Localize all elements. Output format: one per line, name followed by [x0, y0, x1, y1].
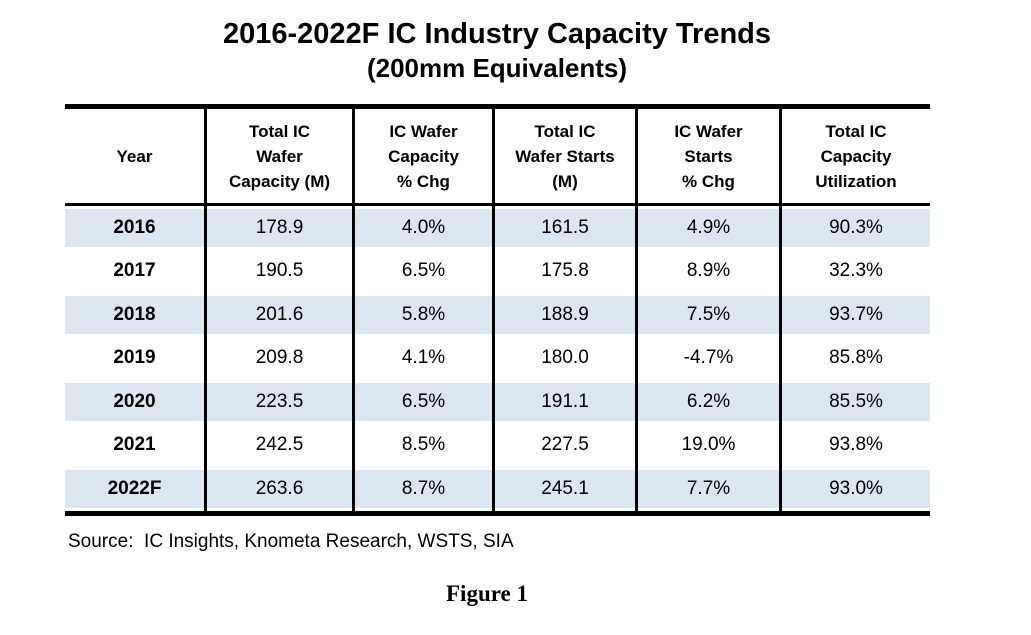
column-header-capacity-pct-chg: IC Wafer Capacity % Chg [355, 109, 495, 203]
cell-wafer-starts: 175.8 [495, 249, 638, 293]
chart-title: 2016-2022F IC Industry Capacity Trends (… [0, 16, 994, 85]
cell-capacity-pct-chg: 6.5% [355, 249, 495, 293]
cell-capacity-utilization: 90.3% [782, 206, 930, 250]
cell-year: 2017 [65, 249, 207, 293]
cell-wafer-capacity: 263.6 [207, 467, 355, 511]
cell-capacity-utilization: 93.8% [829, 434, 883, 456]
table-row: 2017 190.5 6.5% 175.8 8.9% 32.3% [65, 249, 930, 293]
cell-wafer-starts: 245.1 [495, 467, 638, 511]
cell-year: 2018 [65, 293, 207, 337]
table-row: 2019 209.8 4.1% 180.0 -4.7% 85.8% [65, 336, 930, 380]
cell-capacity-pct-chg: 6.5% [355, 380, 495, 424]
column-header-wafer-starts: Total IC Wafer Starts (M) [495, 109, 638, 203]
cell-wafer-capacity: 223.5 [207, 380, 355, 424]
table-header-row: Year Total IC Wafer Capacity (M) IC Wafe… [65, 109, 930, 206]
column-header-year: Year [65, 109, 207, 203]
cell-wafer-starts: 191.1 [495, 380, 638, 424]
source-note: Source: IC Insights, Knometa Research, W… [68, 531, 514, 552]
cell-starts-pct-chg: 6.2% [638, 380, 782, 424]
cell-capacity-pct-chg: 4.0% [355, 206, 495, 250]
cell-wafer-starts: 180.0 [495, 336, 638, 380]
cell-year: 2022F [65, 467, 207, 511]
cell-starts-pct-chg: 4.9% [638, 206, 782, 250]
cell-wafer-starts: 188.9 [495, 293, 638, 337]
cell-capacity-pct-chg: 5.8% [355, 293, 495, 337]
cell-year: 2019 [65, 336, 207, 380]
cell-capacity-utilization: 93.7% [782, 293, 930, 337]
table-row: 2018 201.6 5.8% 188.9 7.5% 93.7% [65, 293, 930, 337]
table-row: 2020 223.5 6.5% 191.1 6.2% 85.5% [65, 380, 930, 424]
cell-starts-pct-chg: 7.5% [638, 293, 782, 337]
cell-capacity-pct-chg: 4.1% [355, 336, 495, 380]
cell-starts-pct-chg: 19.0% [638, 423, 782, 467]
table-row: 2021 242.5 8.5% 227.5 19.0% 93.8% [65, 423, 930, 467]
cell-capacity-pct-chg: 8.5% [355, 423, 495, 467]
table-body: 2016 178.9 4.0% 161.5 4.9% 90.3% 2017 19… [65, 206, 930, 511]
column-header-wafer-capacity: Total IC Wafer Capacity (M) [207, 109, 355, 203]
figure-caption: Figure 1 [446, 581, 528, 606]
title-line-1: 2016-2022F IC Industry Capacity Trends [223, 18, 771, 50]
cell-wafer-capacity: 201.6 [207, 293, 355, 337]
column-header-capacity-utilization: Total IC Capacity Utilization [815, 121, 897, 191]
cell-wafer-capacity: 178.9 [207, 206, 355, 250]
cell-wafer-capacity: 209.8 [207, 336, 355, 380]
cell-wafer-starts: 161.5 [495, 206, 638, 250]
cell-starts-pct-chg: 8.9% [638, 249, 782, 293]
figure-caption-wrap: Figure 1 [0, 581, 974, 607]
title-line-2: (200mm Equivalents) [366, 53, 628, 83]
cell-capacity-pct-chg: 8.7% [355, 467, 495, 511]
column-header-starts-pct-chg: IC Wafer Starts % Chg [638, 109, 782, 203]
cell-capacity-utilization: 85.5% [782, 380, 930, 424]
cell-capacity-utilization: 85.8% [829, 347, 883, 369]
cell-year: 2020 [65, 380, 207, 424]
table-row: 2016 178.9 4.0% 161.5 4.9% 90.3% [65, 206, 930, 250]
cell-wafer-capacity: 190.5 [207, 249, 355, 293]
cell-starts-pct-chg: -4.7% [638, 336, 782, 380]
cell-wafer-starts: 227.5 [495, 423, 638, 467]
cell-starts-pct-chg: 7.7% [638, 467, 782, 511]
cell-capacity-utilization: 32.3% [829, 260, 883, 282]
cell-wafer-capacity: 242.5 [207, 423, 355, 467]
table-row: 2022F 263.6 8.7% 245.1 7.7% 93.0% [65, 467, 930, 511]
capacity-trends-table: Year Total IC Wafer Capacity (M) IC Wafe… [65, 104, 930, 516]
cell-capacity-utilization: 93.0% [782, 467, 930, 511]
cell-year: 2016 [65, 206, 207, 250]
cell-year: 2021 [65, 423, 207, 467]
